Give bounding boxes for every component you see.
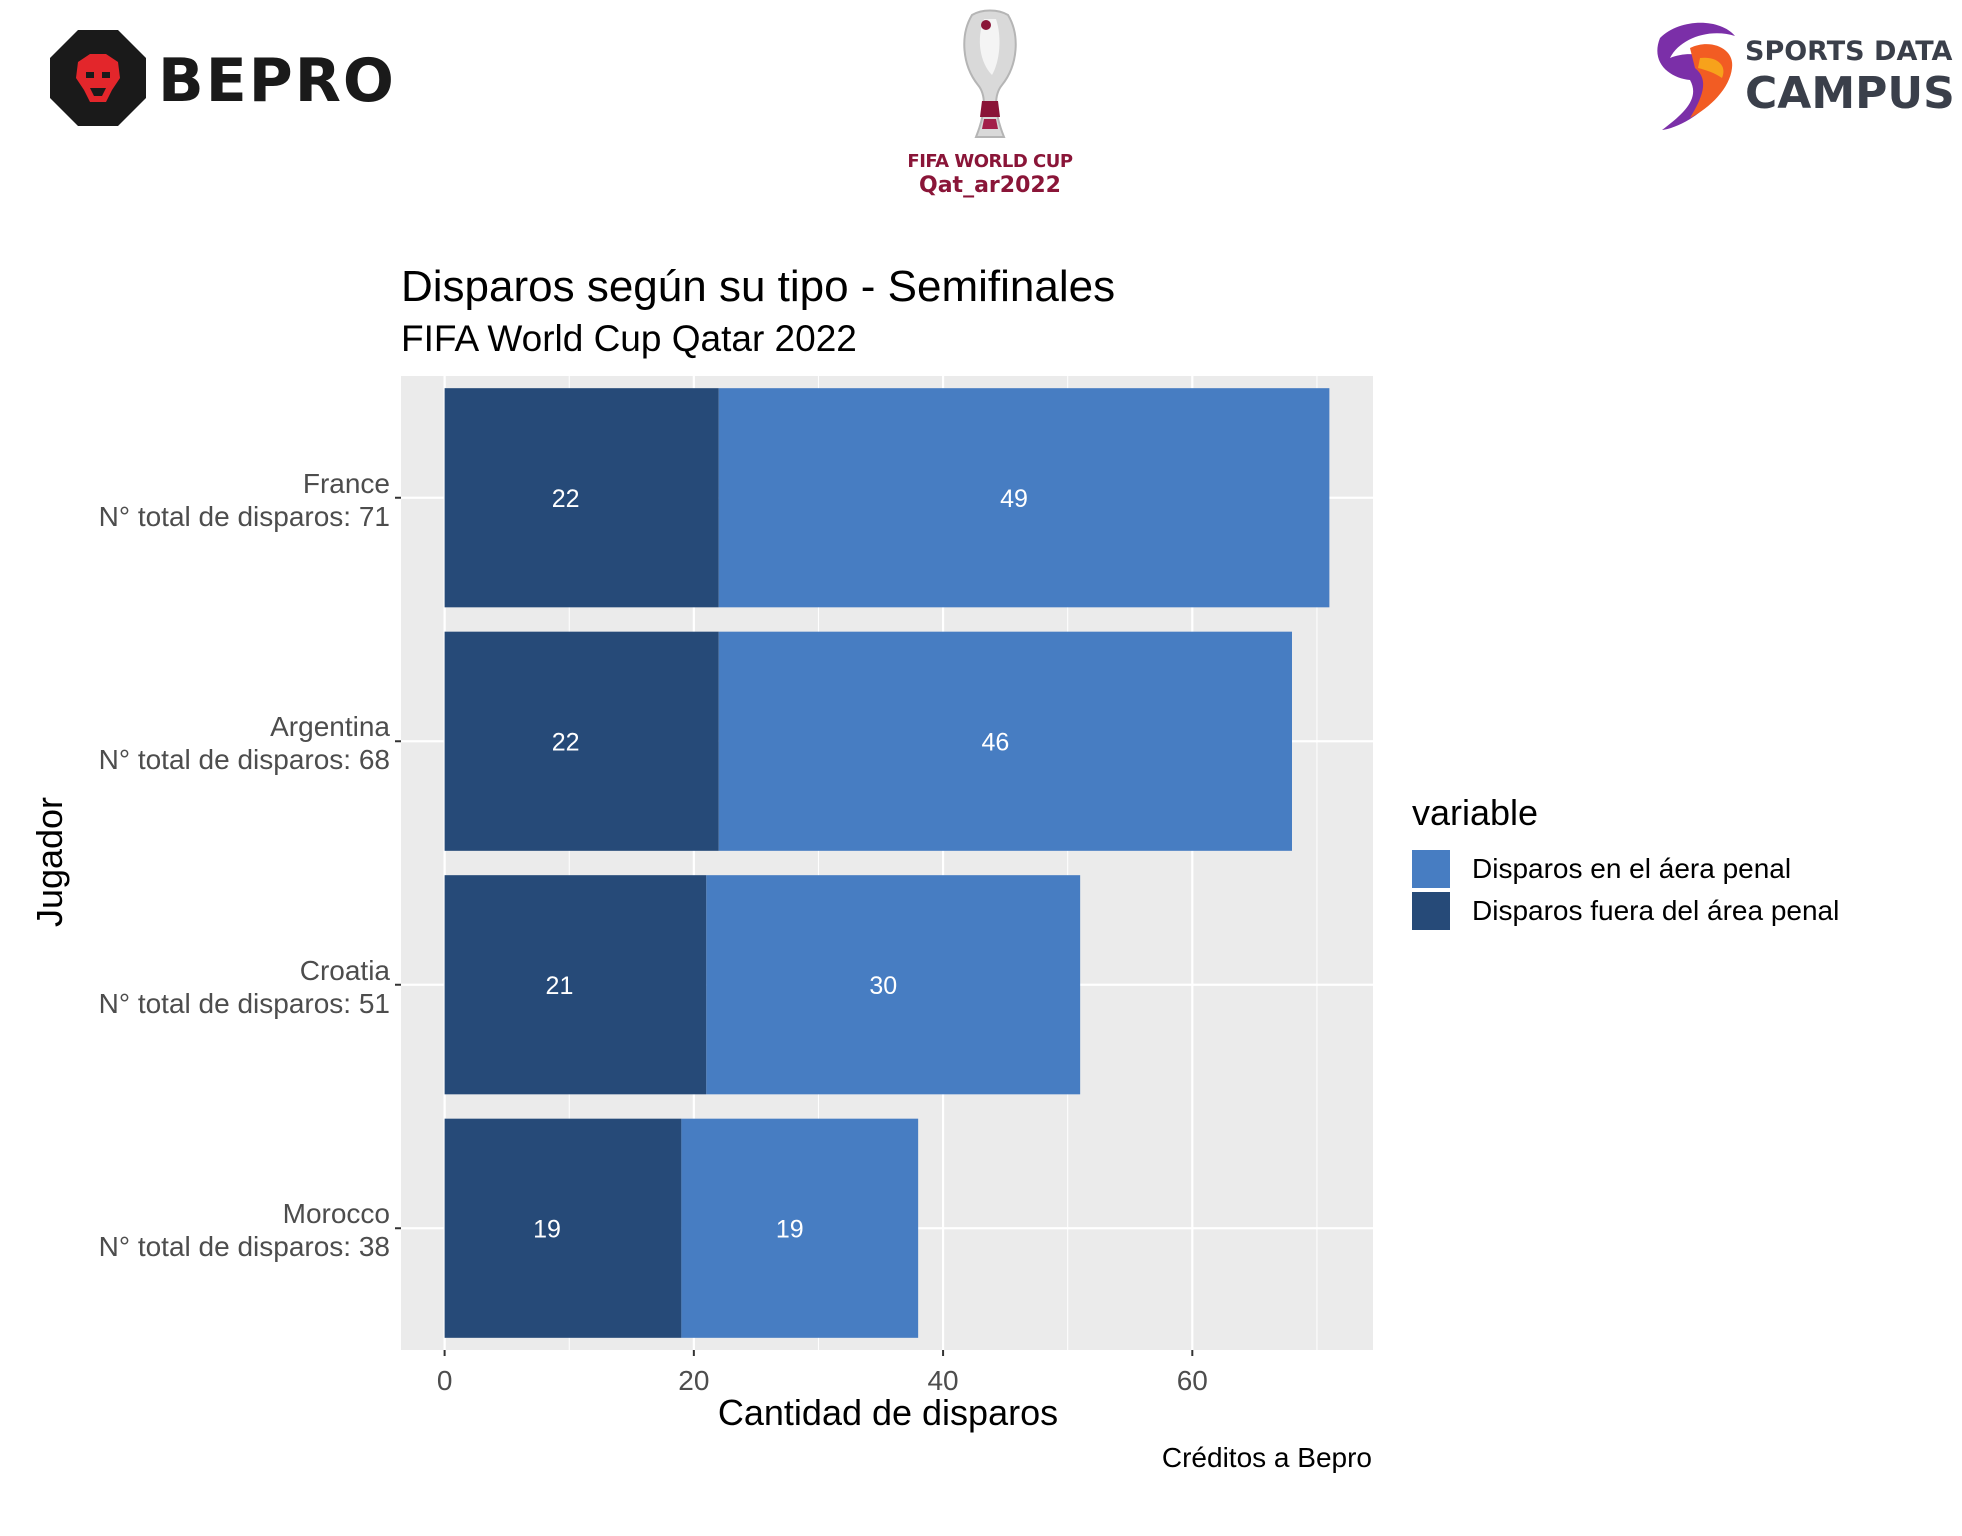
bar-value-label: 22 (552, 485, 580, 513)
y-axis-tick-label: Morocco N° total de disparos: 38 (99, 1197, 390, 1263)
category-total: N° total de disparos: 38 (98, 1231, 390, 1263)
category-name: Morocco (282, 1198, 390, 1230)
legend-title: variable (1412, 792, 1539, 833)
bar-value-label: 49 (1000, 485, 1028, 513)
bar-value-label: 30 (869, 972, 897, 1000)
bar-value-label: 46 (981, 728, 1009, 756)
chart-caption: Créditos a Bepro (1161, 1442, 1372, 1473)
chart-title: Disparos según su tipo - Semifinales (401, 262, 1116, 311)
x-axis-label: Cantidad de disparos (717, 1392, 1059, 1433)
legend-item-inside-area: Disparos en el áera penal (1412, 848, 1839, 890)
sports-data-campus-logo: SPORTS DATA CAMPUS (1640, 18, 1955, 138)
bar-segment (444, 875, 707, 1095)
bar-segment (444, 631, 719, 851)
bar-value-label: 19 (533, 1215, 561, 1243)
bepro-logo: BEPRO (48, 28, 394, 128)
y-axis-tick-label: Argentina N° total de disparos: 68 (99, 710, 390, 776)
x-axis-tick-label: 0 (437, 1365, 453, 1396)
chart-subtitle: FIFA World Cup Qatar 2022 (401, 318, 857, 359)
world-cup-subtitle: Qat_ar2022 (919, 173, 1061, 198)
y-axis-tick-label: France N° total de disparos: 71 (99, 467, 390, 533)
category-name: France (302, 467, 390, 499)
x-axis-tick-label: 40 (927, 1365, 958, 1396)
bar-segment (444, 388, 719, 608)
legend-label: Disparos en el áera penal (1472, 853, 1792, 884)
bar-value-label: 19 (776, 1215, 804, 1243)
world-cup-logo: FIFA WORLD CUP Qat_ar2022 (900, 5, 1080, 200)
category-name: Croatia (299, 954, 390, 986)
bar-segment (718, 631, 1292, 851)
bar-value-label: 21 (546, 972, 574, 1000)
legend-swatch (1412, 892, 1450, 930)
bar-segment (444, 1118, 682, 1338)
x-axis-tick-label: 60 (1177, 1365, 1208, 1396)
world-cup-title: FIFA WORLD CUP (907, 151, 1073, 172)
bepro-wordmark: BEPRO (158, 46, 396, 116)
y-axis-label: Jugador (29, 796, 70, 928)
bar-segment (718, 388, 1330, 608)
legend-swatch (1412, 850, 1450, 888)
x-axis-tick-label: 20 (678, 1365, 709, 1396)
category-total: N° total de disparos: 71 (98, 500, 390, 532)
sports-data-campus-swoosh-icon (1657, 22, 1735, 130)
category-total: N° total de disparos: 51 (98, 987, 390, 1019)
world-cup-trophy-icon (963, 9, 1017, 138)
legend-label: Disparos fuera del área penal (1472, 895, 1840, 926)
bar-segment (681, 1118, 919, 1338)
legend: variable Disparos en el áera penal Dispa… (1412, 792, 1839, 932)
category-name: Argentina (270, 711, 390, 743)
legend-item-outside-area: Disparos fuera del área penal (1412, 890, 1839, 932)
y-axis-tick-label: Croatia N° total de disparos: 51 (99, 954, 390, 1020)
lion-octagon-icon (50, 30, 146, 126)
bar-value-label: 22 (552, 728, 580, 756)
sports-data-text: SPORTS DATA (1745, 36, 1953, 67)
campus-text: CAMPUS (1745, 68, 1955, 119)
category-total: N° total de disparos: 68 (98, 744, 390, 776)
bar-segment (706, 875, 1081, 1095)
